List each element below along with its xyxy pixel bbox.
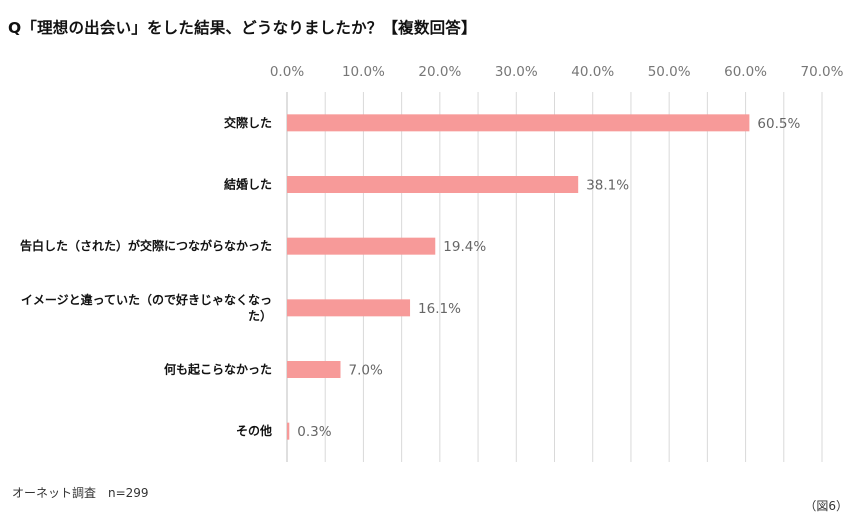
value-label: 16.1% [418,301,461,317]
x-tick-label: 10.0% [342,64,385,80]
bar [287,299,411,317]
x-tick-label: 0.0% [270,64,304,80]
value-label: 0.3% [297,424,331,440]
category-label: イメージと違っていた（ので好きじゃなくなっ [21,292,272,307]
bar [287,361,341,378]
value-label: 7.0% [349,363,383,379]
value-label: 38.1% [586,178,629,194]
category-label: 交際した [224,115,272,130]
source-note: オーネット調査 n=299 [12,486,149,500]
value-label: 19.4% [443,239,486,255]
x-tick-label: 30.0% [495,64,538,80]
bar [287,422,290,440]
bar [287,237,436,255]
category-label: 何も起こらなかった [164,362,272,377]
category-label: その他 [236,423,272,438]
category-label: 結婚した [224,177,272,192]
value-label: 60.5% [757,116,800,132]
figure-label: （図6） [804,499,848,513]
category-label: 告白した（された）が交際につながらなかった [20,238,272,253]
x-tick-label: 20.0% [418,64,461,80]
x-tick-label: 70.0% [801,64,844,80]
x-tick-label: 60.0% [724,64,767,80]
bar [287,176,579,193]
x-tick-label: 40.0% [571,64,614,80]
category-label: た） [248,308,272,323]
x-tick-label: 50.0% [648,64,691,80]
bar [287,114,750,132]
chart-title: Q「理想の出会い」をした結果、どうなりましたか？【複数回答】 [8,19,477,37]
